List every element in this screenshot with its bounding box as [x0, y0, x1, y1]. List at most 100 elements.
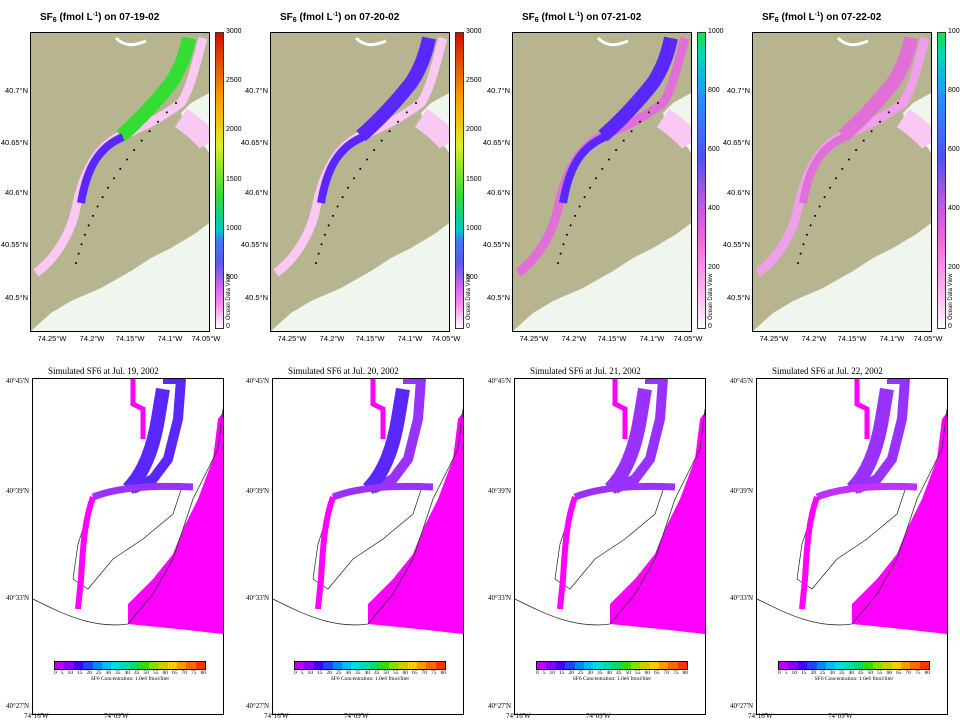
arthur-kill-channel	[557, 495, 578, 610]
newark-bay	[356, 36, 436, 142]
panel-title: Simulated SF6 at Jul. 19, 2002	[48, 366, 159, 376]
legend-tick-label: 15	[77, 670, 83, 676]
legend-tick-label: 65	[654, 670, 660, 676]
raritan-plume	[852, 412, 947, 634]
legend-tick-label: 10	[307, 670, 314, 676]
upper-bay	[414, 108, 449, 150]
legend-tick-label: 65	[172, 670, 178, 676]
hudson-channel	[612, 379, 669, 494]
legend-swatch	[426, 662, 436, 669]
title-superscript: -1	[574, 12, 581, 18]
lat-tick-label: 40°33'N	[246, 594, 270, 602]
title-superscript: -1	[814, 12, 821, 18]
map-svg	[753, 33, 931, 331]
station-dot	[601, 167, 604, 170]
station-dot	[809, 224, 812, 227]
legend-swatch	[120, 662, 130, 669]
panel-title: SF6 (fmol L-1) on 07-21-02	[522, 12, 641, 24]
legend-swatch	[148, 662, 159, 669]
legend-swatch	[900, 662, 911, 669]
legend-swatch	[797, 662, 808, 669]
lat-tick-label: 40.7°N	[4, 86, 28, 95]
lon-tick-label: 74.25°W	[277, 334, 307, 343]
legend-swatch	[323, 662, 333, 669]
station-dot	[126, 158, 128, 161]
legend-swatch	[891, 662, 901, 669]
land-mass	[513, 33, 691, 331]
lon-tick-label: 74.15°W	[837, 334, 867, 343]
colorbar-tick-label: 400	[948, 205, 960, 212]
lat-tick-label: 40.6°N	[726, 188, 750, 197]
legend-tick-label: 5	[542, 670, 546, 676]
legend-swatch	[640, 662, 650, 669]
station-dot	[559, 252, 562, 255]
legend-swatch	[807, 662, 817, 669]
station-dot	[841, 167, 844, 170]
lon-tick-label: 74.05°W	[913, 334, 943, 343]
map-frame	[512, 32, 692, 332]
title-text: ) on 07-19-02	[98, 12, 160, 23]
colorbar-tick-label: 200	[708, 264, 720, 271]
newark-bay-channel	[122, 387, 170, 494]
station-dot	[388, 130, 391, 133]
lat-tick-label: 40.55°N	[482, 240, 510, 249]
land-nj	[513, 33, 573, 143]
legend-tick-label: 25	[578, 670, 584, 676]
station-dot	[165, 111, 168, 114]
legend-swatch	[83, 662, 93, 669]
station-dot	[862, 139, 865, 142]
station-dot	[87, 224, 90, 227]
kill-van-kull-channel	[815, 482, 918, 501]
legend-tick-label: 25	[96, 670, 102, 676]
legend-tick-label: 0	[536, 670, 539, 676]
legend-tick-label: 35	[597, 670, 603, 676]
station-dot	[657, 102, 659, 104]
kill-van-kull-channel	[331, 482, 434, 501]
legend-tick-label: 40	[606, 670, 613, 676]
lon-tick-label: 74.05°W	[191, 334, 221, 343]
station-dot	[583, 196, 586, 199]
legend-swatch	[313, 662, 324, 669]
legend-swatch	[176, 662, 187, 669]
legend-swatch	[55, 662, 65, 669]
lat-tick-label: 40°27'N	[488, 702, 512, 710]
hudson-channel	[130, 379, 187, 494]
station-dot	[615, 149, 618, 152]
newark-bay-channel	[604, 387, 652, 494]
concentration-legend: 0 5 10 15 20 25 30 35 40 45 50 55 60 65 70 75 80 SF6 Conc…	[778, 661, 930, 682]
legend-tick-label: 70	[421, 670, 428, 676]
lat-tick-label: 40°33'N	[488, 594, 512, 602]
colorbar-tick-label: 0	[226, 323, 230, 330]
colorbar-tick-label: 800	[948, 87, 960, 94]
legend-colorbar	[778, 661, 930, 670]
legend-swatch	[64, 662, 74, 669]
colorbar-tick-label: 1000	[226, 224, 242, 232]
arthur-kill	[317, 133, 365, 204]
station-dot	[557, 262, 559, 264]
legend-tick-label: 5	[60, 670, 64, 676]
station-dot	[336, 205, 339, 208]
legend-tick-label: 60	[162, 670, 169, 676]
upper-bay	[656, 108, 691, 150]
legend-tick-label: 80	[440, 670, 447, 676]
lat-tick-label: 40.5°N	[244, 293, 268, 302]
legend-swatch	[825, 662, 836, 669]
legend-tick-label: 80	[200, 670, 207, 676]
station-dot	[887, 111, 890, 114]
raritan-plume	[128, 412, 223, 634]
legend-swatch	[649, 662, 659, 669]
station-dot	[397, 120, 399, 123]
station-dot	[83, 233, 86, 236]
map-frame	[756, 378, 948, 715]
legend-swatch	[130, 662, 140, 669]
panel-title: Simulated SF6 at Jul. 21, 2002	[530, 366, 641, 376]
lat-tick-label: 40.6°N	[486, 188, 510, 197]
lon-tick-label: 74.15°W	[597, 334, 627, 343]
legend-swatch	[388, 662, 399, 669]
legend-swatch	[593, 662, 603, 669]
colorbar-tick-label: 1000	[466, 224, 482, 232]
colorbar-tick-label: 0	[466, 323, 470, 330]
land-mass	[753, 33, 931, 331]
river-white	[836, 36, 869, 47]
legend-tick-label: 20	[568, 670, 575, 676]
